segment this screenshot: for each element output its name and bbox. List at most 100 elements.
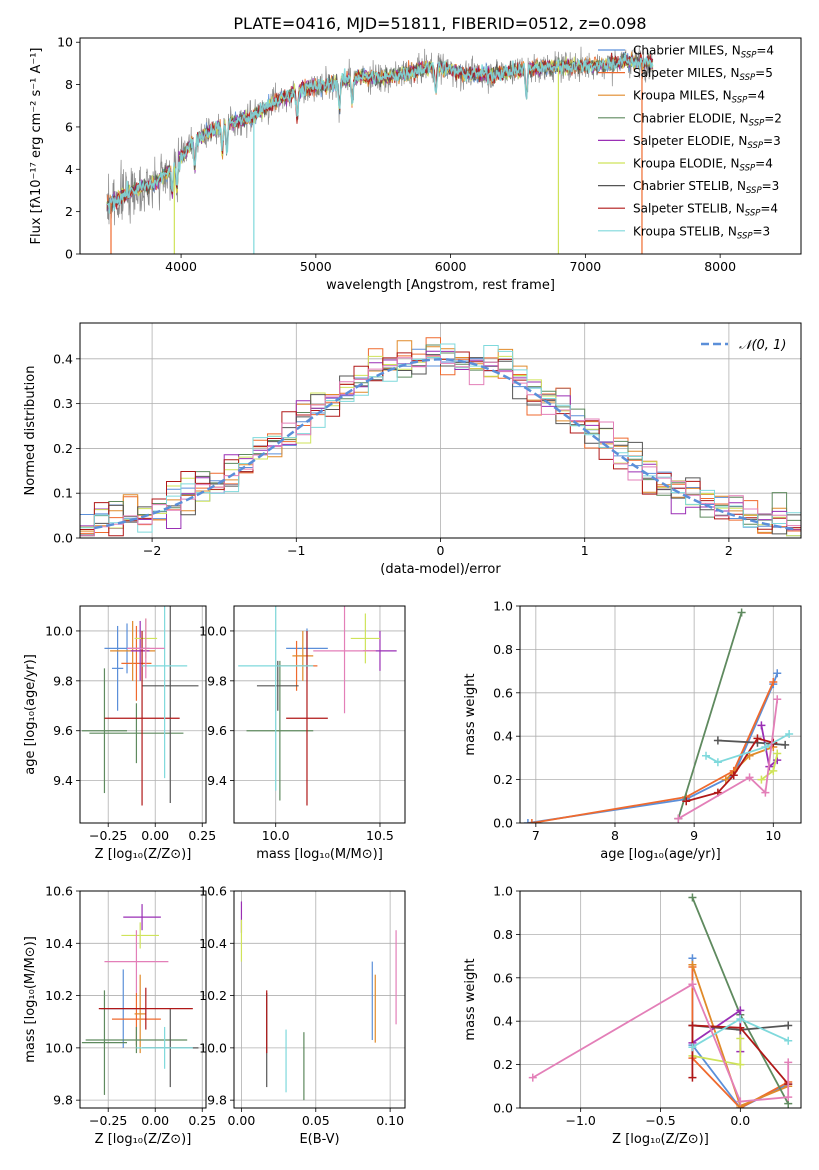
mass_vs_Z-point-10 [104, 930, 169, 993]
mass_vs_EBV-ytick-label: 10.6 [199, 884, 227, 899]
mass_vs_EBV-xlabel: E(B-V) [299, 1132, 339, 1147]
age_vs_mass-axes: 10.0 10.5 9.4 9.6 9.8 10.0 mass [log₁₀(M/M⊙)] [199, 605, 406, 862]
age_vs_Z-ytick-label: 10.0 [45, 623, 73, 638]
weight_vs_Z-series-marker [784, 1058, 793, 1067]
weight_vs_Z-xtick-label: −0.5 [645, 1113, 675, 1128]
weight_vs_age-series-marker [769, 677, 778, 686]
weight_vs_age-series-marker [781, 740, 790, 749]
weight_vs_age-series-marker [757, 775, 766, 784]
weight_vs_Z-series-marker [736, 1015, 745, 1024]
hist-legend-label: 𝒩(0, 1) [739, 338, 786, 353]
weight_vs_age-series-marker [713, 736, 722, 745]
weight_vs_Z-series-marker [736, 1097, 745, 1106]
weight_vs_age-series-marker [523, 819, 532, 823]
legend-entry-suffix: =4 [760, 202, 778, 216]
legend-entry-0: Chabrier MILES, NSSP=4 [633, 44, 774, 61]
legend-entry-1: Salpeter MILES, NSSP=5 [633, 66, 773, 83]
weight_vs_age-ytick-label: 0.0 [493, 816, 513, 831]
age_vs_Z-ytick-label: 9.4 [53, 773, 73, 788]
spectrum-ytick-label: 8 [65, 77, 73, 92]
weight_vs_age-series-marker [773, 695, 782, 704]
weight_vs_Z-series-marker [688, 893, 697, 902]
weight_vs_Z-series-marker [736, 1034, 745, 1043]
age_vs_Z-frame [79, 605, 207, 824]
mass_vs_EBV-ytick-label: 10.2 [199, 988, 227, 1003]
spectrum-xtick-label: 7000 [569, 259, 601, 274]
residual_hist-ytick-label: 0.3 [53, 396, 73, 411]
residual_hist-xtick-label: 2 [725, 543, 733, 558]
legend-entry-suffix: =4 [755, 157, 773, 171]
figure-title: PLATE=0416, MJD=51811, FIBERID=0512, z=0… [233, 14, 646, 33]
age_vs_Z-point-6 [130, 620, 150, 681]
weight_vs_age-series-line-9 [677, 699, 779, 820]
mass_vs_Z-point-8 [98, 987, 193, 1030]
weight_vs_age-xlabel: age [log₁₀(age/yr)] [600, 847, 721, 862]
weight_vs_age-series-marker [527, 819, 536, 823]
legend-entry-suffix: =4 [756, 44, 774, 58]
age_vs_Z-xtick-label: 0.00 [141, 828, 169, 843]
mass_vs_EBV-xtick-label: 0.00 [228, 1113, 256, 1128]
age_vs_mass-ytick-label: 10.0 [199, 623, 227, 638]
weight_vs_Z-series-marker [784, 1021, 793, 1030]
spectrum-plot-area [106, 45, 654, 254]
mass_vs_Z-point-5 [123, 904, 161, 931]
legend-entry-sub: SSP [741, 51, 757, 61]
legend-entry-2: Kroupa MILES, NSSP=4 [633, 89, 765, 106]
weight_vs_Z-ytick-label: 0.4 [493, 1014, 513, 1029]
residual_hist-xtick-label: −2 [143, 543, 161, 558]
age_vs_Z-point-4 [81, 668, 128, 794]
residual_hist-ytick-label: 0.0 [53, 531, 73, 546]
residual_hist-xlabel: (data-model)/error [380, 562, 501, 577]
age_vs_mass-ytick-label: 9.6 [207, 723, 227, 738]
spectrum-ytick-label: 6 [65, 119, 73, 134]
weight_vs_age-ytick-label: 0.6 [493, 685, 513, 700]
residual_hist-axes: −2 −1 0 1 2 0.0 0.1 0.2 0.3 0.4 (data-model)/error… [23, 322, 802, 577]
age_vs_mass-ytick-label: 9.8 [207, 673, 227, 688]
legend-entry-sub: SSP [746, 186, 762, 196]
weight_vs_age-series-marker [769, 766, 778, 775]
age_vs_mass-point-6 [256, 660, 299, 711]
weight_vs_Z-series-marker [688, 1021, 697, 1030]
hist-series-1 [80, 337, 801, 534]
weight_vs_Z-ylabel: mass weight [463, 958, 478, 1040]
spectrum-ytick-label: 0 [65, 247, 73, 262]
spectrum-ylabel: Flux [fλ10⁻¹⁷ erg cm⁻² s⁻¹ A⁻¹] [29, 48, 44, 245]
spectrum-model-line-8 [106, 53, 654, 214]
age_vs_Z-point-9 [104, 630, 180, 806]
weight_vs_Z-axes: −1.0 −0.5 0.0 0.0 0.2 0.4 0.6 0.8 1.0 Z [log₁₀(Z/… [463, 884, 802, 1147]
mass_vs_Z-axes: −0.25 0.00 0.25 9.8 10.0 10.2 10.4 10.6 Z [log₁₀… [23, 884, 216, 1148]
mass_vs_Z-frame [79, 890, 207, 1109]
age_vs_Z-point-10 [142, 606, 188, 779]
mass_vs_Z-ytick-label: 10.6 [45, 884, 73, 899]
weight_vs_age-series-line-0 [527, 672, 779, 823]
legend-entry-suffix: =4 [747, 89, 765, 103]
weight_vs_age-series-line-3 [677, 612, 743, 819]
weight_vs_age-series-marker [761, 788, 770, 797]
weight_vs_age-series-marker [729, 771, 738, 780]
spectrum-xtick-label: 6000 [435, 259, 467, 274]
age_vs_Z-ytick-label: 9.6 [53, 723, 73, 738]
residual_hist-frame [79, 322, 802, 539]
normal-curve-line [94, 358, 794, 531]
age_vs_Z-ylabel: age [log₁₀(age/yr)] [23, 654, 38, 775]
legend-entry-text: Chabrier MILES, N [633, 44, 741, 58]
mass_vs_EBV-frame [233, 890, 406, 1109]
weight_vs_age-ytick-label: 0.4 [493, 729, 513, 744]
mass_vs_Z-plot-area [80, 891, 206, 1108]
weight_vs_age-xtick-label: 8 [611, 828, 619, 843]
weight_vs_Z-series-line-7 [691, 1024, 789, 1085]
residual_hist-xtick-label: 0 [437, 543, 445, 558]
legend-entry-text: Salpeter MILES, N [633, 66, 740, 80]
weight_vs_age-xtick-label: 7 [532, 828, 540, 843]
weight_vs_age-ytick-label: 0.8 [493, 642, 513, 657]
age_vs_mass-point-8 [238, 606, 314, 791]
spectrum-frame [79, 37, 802, 255]
legend-entry-text: Chabrier STELIB, N [633, 179, 746, 193]
weight_vs_age-series-marker [785, 730, 794, 739]
weight_vs_age-series-marker [773, 669, 782, 678]
mass_vs_EBV-ytick-label: 10.0 [199, 1040, 227, 1055]
mass_vs_EBV-xtick-label: 0.10 [376, 1113, 404, 1128]
weight_vs_age-series-marker [773, 749, 782, 758]
weight_vs_Z-xtick-label: 0.0 [730, 1113, 750, 1128]
weight_vs_Z-series-marker [736, 1006, 745, 1015]
